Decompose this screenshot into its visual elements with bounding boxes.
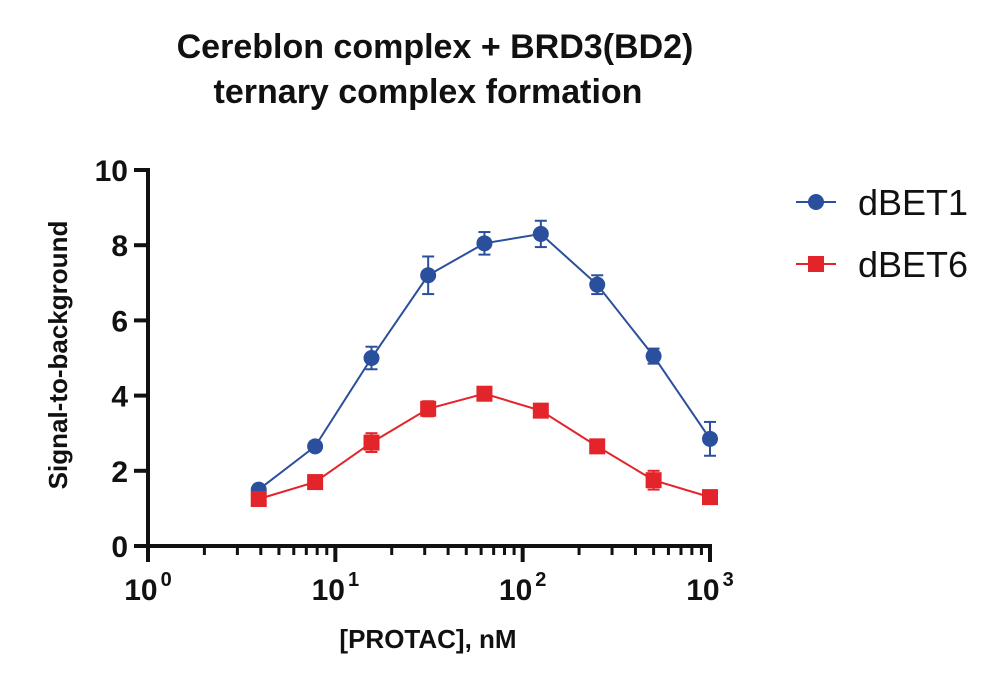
legend-label: dBET1 xyxy=(858,182,968,223)
series-line-dBET6 xyxy=(258,392,711,500)
y-tick-label: 8 xyxy=(111,230,128,263)
data-point xyxy=(702,489,718,506)
x-tick-label-exponent: 1 xyxy=(348,569,359,591)
data-point xyxy=(532,225,549,242)
y-tick-label: 0 xyxy=(111,531,128,564)
data-point xyxy=(645,472,662,489)
data-point xyxy=(476,235,493,252)
legend: dBET1 dBET6 xyxy=(796,182,968,285)
data-point xyxy=(645,348,662,365)
series-dBET1 xyxy=(250,219,718,498)
legend-item-dBET1: dBET1 xyxy=(796,182,968,223)
data-point xyxy=(589,438,606,455)
series-layer xyxy=(250,219,718,507)
data-point xyxy=(476,385,493,402)
legend-label: dBET6 xyxy=(858,244,968,285)
data-point xyxy=(702,430,718,447)
x-tick-label-base: 10 xyxy=(312,574,345,607)
x-tick-label: 10 3 xyxy=(686,569,734,607)
y-tick-label: 6 xyxy=(111,305,128,338)
x-tick-label: 10 1 xyxy=(312,569,360,607)
data-point xyxy=(307,474,324,491)
x-tick-label: 10 2 xyxy=(499,569,547,607)
x-axis-label: [PROTAC], nM xyxy=(339,624,516,654)
y-tick-label: 2 xyxy=(111,456,128,489)
data-point xyxy=(363,434,380,451)
x-tick-label-exponent: 2 xyxy=(535,569,546,591)
x-tick-label-exponent: 3 xyxy=(723,569,734,591)
data-point xyxy=(307,438,324,455)
x-tick-label-base: 10 xyxy=(499,574,532,607)
legend-marker xyxy=(808,256,824,272)
data-point xyxy=(589,276,606,293)
x-tick-label-exponent: 0 xyxy=(161,569,172,591)
legend-item-dBET6: dBET6 xyxy=(796,244,968,285)
data-point xyxy=(532,402,549,419)
series-dBET6 xyxy=(250,385,718,507)
data-point xyxy=(420,400,437,417)
chart-title-line-1: Cereblon complex + BRD3(BD2) xyxy=(177,28,694,66)
data-point xyxy=(250,491,267,507)
chart-title-line-2: ternary complex formation xyxy=(214,73,643,111)
legend-marker xyxy=(808,194,824,210)
data-point xyxy=(420,267,437,284)
data-point xyxy=(363,350,380,366)
y-tick-label: 4 xyxy=(111,381,128,414)
y-tick-label: 10 xyxy=(95,155,128,188)
series-line-dBET1 xyxy=(258,232,711,491)
x-tick-label-base: 10 xyxy=(124,574,157,607)
y-axis-label: Signal-to-background xyxy=(43,221,73,490)
x-tick-label: 10 0 xyxy=(124,569,172,607)
x-tick-label-base: 10 xyxy=(686,574,719,607)
